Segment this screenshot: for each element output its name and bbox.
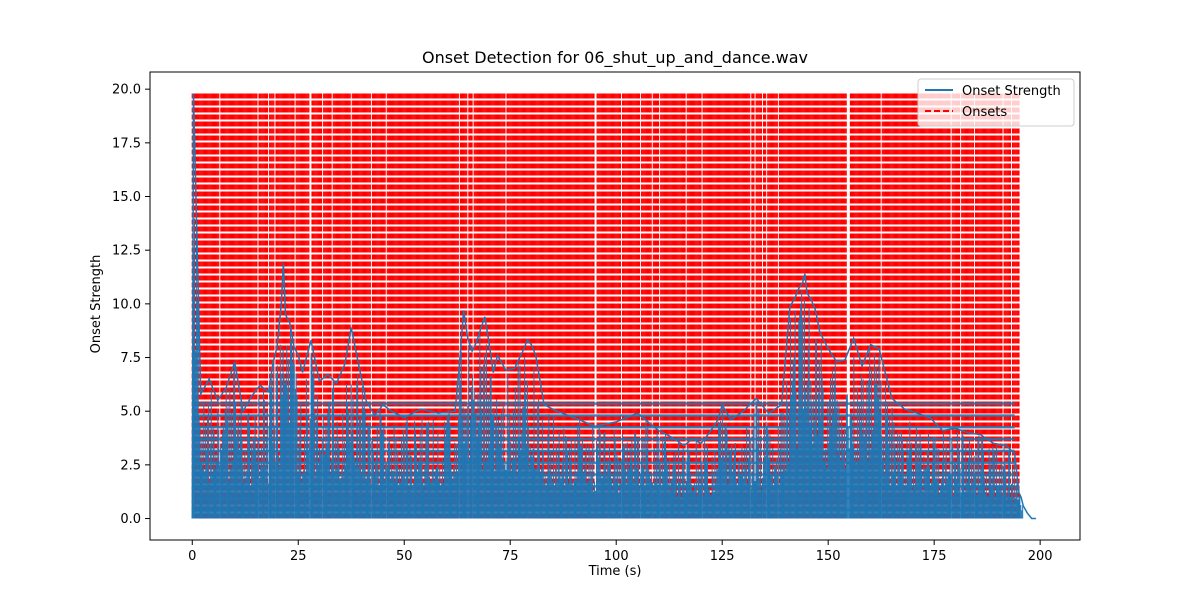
x-tick-label: 0	[188, 549, 196, 564]
legend-label-onsets: Onsets	[962, 105, 1007, 120]
chart-title: Onset Detection for 06_shut_up_and_dance…	[422, 48, 808, 68]
x-tick-label: 75	[502, 549, 519, 564]
x-axis-label: Time (s)	[588, 564, 642, 579]
x-tick-label: 175	[922, 549, 947, 564]
onset-strength-bars	[193, 218, 1024, 519]
y-tick-label: 0.0	[120, 512, 141, 527]
y-tick-label: 2.5	[120, 458, 141, 473]
y-tick-label: 15.0	[112, 190, 141, 205]
x-tick-label: 50	[396, 549, 413, 564]
x-tick-label: 150	[816, 549, 841, 564]
y-axis: 0.0 2.5 5.0 7.5 10.0 12.5 15.0 17.5 20.0	[112, 83, 150, 527]
x-tick-label: 200	[1028, 549, 1053, 564]
onset-strength-line	[191, 93, 1036, 520]
x-tick-label: 125	[710, 549, 735, 564]
legend-label-onset-strength: Onset Strength	[962, 84, 1061, 99]
y-tick-label: 10.0	[112, 297, 141, 312]
y-tick-label: 5.0	[120, 405, 141, 420]
legend: Onset Strength Onsets	[917, 78, 1075, 127]
y-tick-label: 7.5	[120, 351, 141, 366]
y-tick-label: 17.5	[112, 136, 141, 151]
x-axis: 0 25 50 75 100 125 150 175 200	[188, 540, 1053, 564]
y-tick-label: 12.5	[112, 244, 141, 259]
legend-box	[917, 78, 1075, 127]
y-axis-label: Onset Strength	[89, 255, 104, 354]
x-tick-label: 100	[604, 549, 629, 564]
plot-frame	[149, 71, 1081, 541]
x-tick-label: 25	[290, 549, 307, 564]
y-tick-label: 20.0	[112, 83, 141, 98]
